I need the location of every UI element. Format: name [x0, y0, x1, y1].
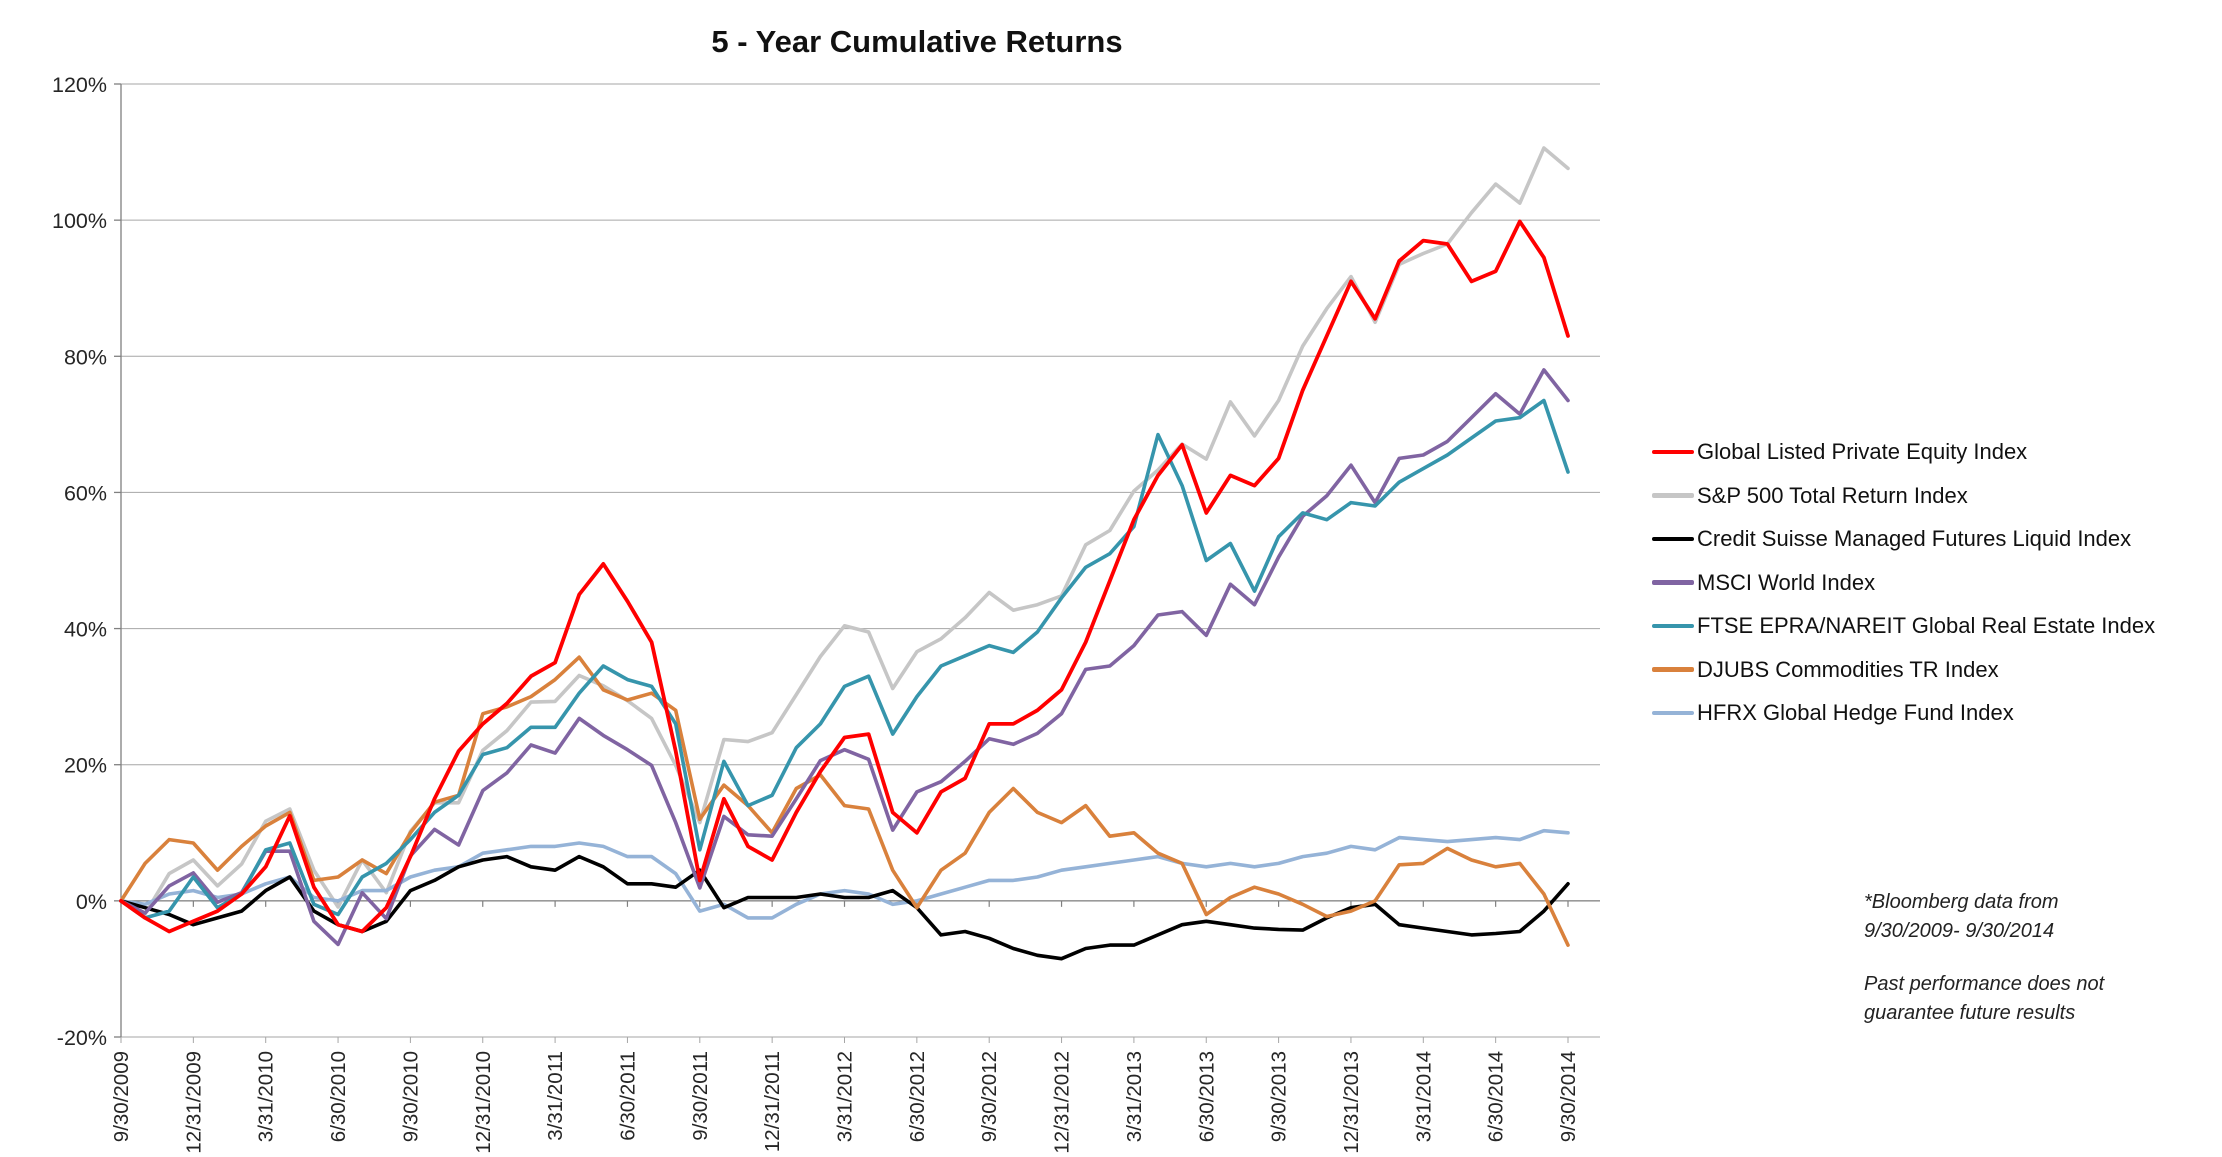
- x-axis-label: 6/30/2013: [1195, 1051, 1218, 1142]
- legend-swatch-icon: [1652, 710, 1694, 716]
- chart-title: 5 - Year Cumulative Returns: [711, 24, 1123, 59]
- footnote-disclaimer: Past performance does not guarantee futu…: [1864, 970, 2164, 1028]
- x-axis-label: 9/30/2009: [110, 1051, 133, 1142]
- footnote-source-line2: 9/30/2009- 9/30/2014: [1864, 920, 2055, 942]
- y-axis-label: 100%: [52, 209, 107, 233]
- legend-item-6: HFRX Global Hedge Fund Index: [1652, 700, 2155, 725]
- y-axis-label: 20%: [64, 754, 107, 778]
- legend-item-0: Global Listed Private Equity Index: [1652, 439, 2155, 464]
- x-axis-label: 12/31/2013: [1340, 1051, 1363, 1154]
- y-axis-label: 60%: [64, 481, 107, 505]
- legend-label: S&P 500 Total Return Index: [1697, 482, 1968, 508]
- y-axis-label: 40%: [64, 618, 107, 642]
- legend-item-3: MSCI World Index: [1652, 569, 2155, 595]
- footnote-disclaimer-line2: guarantee future results: [1864, 1002, 2076, 1024]
- x-axis-label: 9/30/2012: [978, 1051, 1001, 1142]
- x-axis-label: 3/31/2014: [1412, 1051, 1435, 1142]
- x-axis-label: 3/31/2011: [544, 1051, 567, 1141]
- legend-item-4: FTSE EPRA/NAREIT Global Real Estate Inde…: [1652, 613, 2156, 638]
- series-line-6: [119, 828, 1570, 920]
- legend-swatch-icon: [1652, 493, 1694, 498]
- legend-swatch-icon: [1652, 449, 1694, 455]
- footnote-disclaimer-line1: Past performance does not: [1864, 973, 2105, 995]
- series-line-0: [119, 219, 1570, 934]
- x-axis-label: 3/31/2010: [255, 1051, 278, 1142]
- legend-item-5: DJUBS Commodities TR Index: [1652, 656, 2155, 682]
- x-axis-label: 9/30/2013: [1268, 1051, 1291, 1142]
- chart-legend: Global Listed Private Equity Index S&P 50…: [1652, 439, 2156, 746]
- x-axis-label: 12/31/2010: [472, 1051, 495, 1154]
- series-line-3: [119, 368, 1570, 947]
- x-axis-label: 9/30/2011: [689, 1051, 712, 1141]
- legend-swatch-icon: [1652, 580, 1694, 585]
- y-axis-label: -20%: [57, 1026, 107, 1050]
- footnote-source-line1: *Bloomberg data from: [1864, 891, 2059, 913]
- x-axis-label: 3/31/2013: [1123, 1051, 1146, 1142]
- footnote: *Bloomberg data from 9/30/2009- 9/30/201…: [1864, 888, 2164, 1028]
- x-axis-label: 3/31/2012: [834, 1051, 857, 1142]
- legend-label: MSCI World Index: [1697, 569, 1876, 595]
- legend-item-2: Credit Suisse Managed Futures Liquid Ind…: [1652, 526, 2155, 551]
- x-axis-label: 12/31/2012: [1051, 1051, 1074, 1154]
- x-axis-label: 12/31/2009: [182, 1051, 205, 1154]
- y-axis-label: 0%: [76, 890, 107, 914]
- legend-label: DJUBS Commodities TR Index: [1697, 656, 1999, 682]
- legend-item-1: S&P 500 Total Return Index: [1652, 482, 2155, 508]
- x-axis-label: 12/31/2011: [761, 1051, 784, 1152]
- legend-label: Global Listed Private Equity Index: [1697, 439, 2028, 464]
- x-axis-label: 9/30/2014: [1557, 1051, 1580, 1142]
- y-axis-label: 120%: [52, 73, 107, 97]
- series-line-1: [119, 146, 1570, 916]
- x-axis-label: 6/30/2010: [327, 1051, 350, 1142]
- footnote-source: *Bloomberg data from 9/30/2009- 9/30/201…: [1864, 888, 2164, 946]
- legend-label: FTSE EPRA/NAREIT Global Real Estate Inde…: [1697, 613, 2156, 638]
- x-axis-label: 6/30/2012: [906, 1051, 929, 1142]
- series-line-5: [119, 655, 1570, 947]
- legend-swatch-icon: [1652, 536, 1694, 542]
- x-axis-label: 6/30/2011: [616, 1051, 639, 1141]
- x-axis-label: 9/30/2010: [399, 1051, 422, 1142]
- x-axis-label: 6/30/2014: [1485, 1051, 1508, 1142]
- legend-label: Credit Suisse Managed Futures Liquid Ind…: [1697, 526, 2132, 551]
- legend-label: HFRX Global Hedge Fund Index: [1697, 700, 2014, 725]
- legend-swatch-icon: [1652, 667, 1694, 672]
- series-line-4: [119, 398, 1570, 920]
- y-axis-label: 80%: [64, 345, 107, 369]
- legend-swatch-icon: [1652, 623, 1694, 629]
